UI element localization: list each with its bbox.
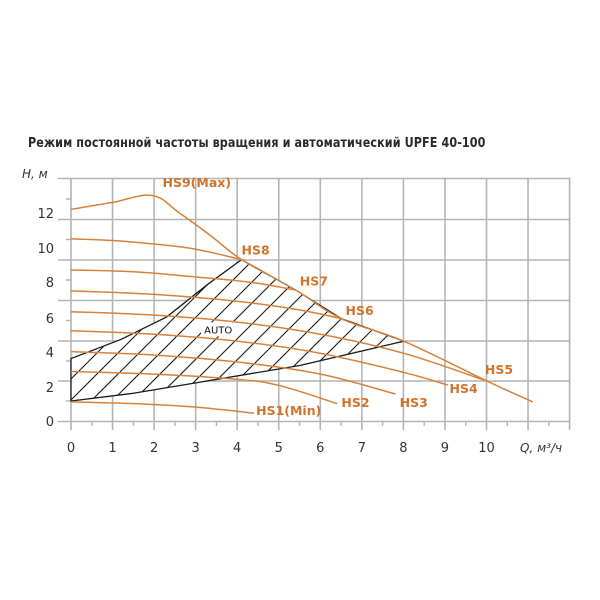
x-tick-label: 4: [233, 441, 241, 456]
curve-label-hs5: HS5: [485, 362, 513, 377]
curve-hs2: [70, 370, 338, 405]
x-axis-title: Q, м³/ч: [520, 441, 562, 455]
y-axis-title: H, м: [22, 167, 48, 181]
y-tick-label: 12: [37, 207, 54, 222]
curve-hs5: [70, 310, 488, 382]
chart-title: Режим постоянной частоты вращения и авто…: [28, 136, 486, 151]
y-tick-label: 10: [37, 242, 54, 257]
x-tick-label: 1: [108, 441, 116, 456]
curve-hs1min: [70, 401, 255, 414]
curve-label-hs9max: HS9(Max): [163, 175, 232, 190]
curve-hs9max: [70, 194, 534, 403]
curve-hs8: [70, 238, 242, 261]
x-tick-label: 3: [192, 441, 200, 456]
curve-hs4: [70, 330, 449, 386]
curve-label-hs6: HS6: [346, 303, 374, 318]
x-tick-label: 7: [358, 441, 366, 456]
curve-label-hs3: HS3: [400, 395, 428, 410]
x-tick-label: 8: [399, 441, 407, 456]
curve-labels: HS9(Max) HS8 HS7 HS6 HS5 HS4 HS3 HS2 HS1(Min): [163, 175, 514, 418]
x-tick-label: 9: [441, 441, 449, 456]
x-tick-label: 2: [150, 441, 158, 456]
curve-label-hs1min: HS1(Min): [256, 403, 321, 418]
auto-label: AUTO: [204, 325, 232, 336]
x-tick-label: 10: [478, 441, 495, 456]
grid-lines: [58, 177, 571, 430]
curve-label-hs8: HS8: [242, 242, 270, 257]
curve-label-hs4: HS4: [450, 381, 478, 396]
y-tick-label: 8: [46, 276, 54, 291]
x-tick-label: 5: [275, 441, 283, 456]
x-tick-label: 0: [67, 441, 75, 456]
curve-hs7: [70, 269, 296, 291]
curve-hs3: [70, 350, 396, 395]
y-tick-label: 6: [46, 312, 54, 327]
y-tick-label: 4: [46, 346, 54, 361]
y-tick-label: 0: [46, 415, 54, 430]
y-tick-label: 2: [46, 381, 54, 396]
pump-curves: [70, 194, 534, 414]
curve-hs6: [70, 290, 342, 320]
axis-ticks: [66, 198, 550, 426]
x-tick-label: 6: [316, 441, 324, 456]
curve-label-hs2: HS2: [341, 395, 369, 410]
curve-label-hs7: HS7: [300, 274, 328, 289]
